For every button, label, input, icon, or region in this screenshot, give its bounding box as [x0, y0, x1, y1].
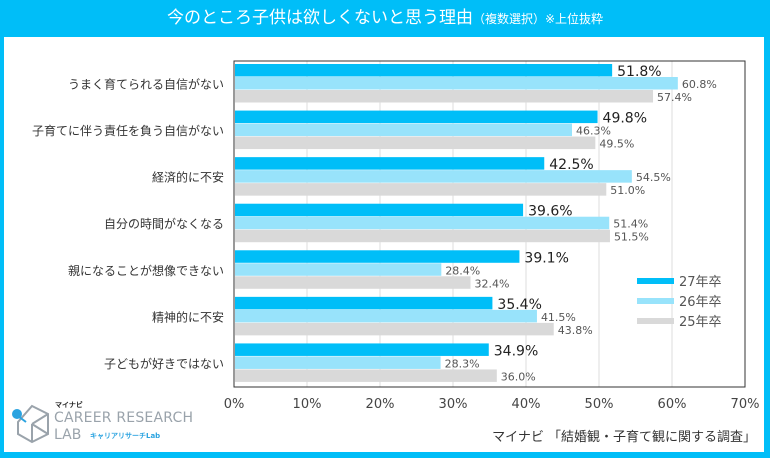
- logo-brand-main: CAREER RESEARCH: [54, 410, 194, 426]
- legend-label: 27年卒: [679, 275, 722, 290]
- category-label: うまく育てられる自信がない: [68, 77, 224, 92]
- x-tick-label: 50%: [585, 397, 614, 412]
- category-label: 子どもが好きではない: [104, 356, 224, 371]
- x-tick-labels: 0% 10% 20% 30% 40% 50% 60% 70%: [224, 397, 760, 412]
- category-label: 精神的に不安: [152, 309, 224, 324]
- value-labels: 51.8% 60.8%57.4% 49.8%46.3%49.5% 42.5% 54.5%…: [445, 64, 717, 383]
- bar-26年卒: [235, 356, 441, 369]
- x-tick-label: 60%: [658, 397, 687, 412]
- category-label: 親になることが想像できない: [68, 263, 224, 278]
- logo-brand-lab: LAB: [54, 427, 82, 443]
- x-tick-label: 70%: [731, 397, 760, 412]
- x-tick-label: 20%: [366, 397, 395, 412]
- value-label: 51.4%: [613, 218, 648, 231]
- legend-swatch: [637, 278, 674, 284]
- value-label: 43.8%: [558, 324, 593, 337]
- value-label: 46.3%: [576, 125, 611, 138]
- value-label: 34.9%: [494, 343, 538, 359]
- x-tick-label: 30%: [439, 397, 468, 412]
- bar-27年卒: [235, 157, 545, 170]
- bar-27年卒: [235, 250, 520, 263]
- bar-27年卒: [235, 203, 524, 217]
- bar-26年卒: [235, 77, 678, 90]
- bar-27年卒: [235, 110, 598, 124]
- bar-25年卒: [235, 136, 596, 150]
- legend-label: 25年卒: [679, 315, 722, 330]
- value-label: 49.5%: [599, 138, 634, 151]
- bar-25年卒: [235, 90, 654, 103]
- category-label: 子育てに伴う責任を負う自信がない: [32, 123, 224, 138]
- bar-26年卒: [235, 170, 632, 183]
- bar-25年卒: [235, 229, 610, 243]
- legend: 27年卒 26年卒 25年卒: [637, 275, 722, 330]
- title-subtitle: （複数選択）※上位抜粋: [472, 12, 604, 26]
- bar-25年卒: [235, 276, 471, 289]
- chart-panel: [4, 37, 764, 452]
- legend-swatch: [637, 318, 674, 324]
- bars: [235, 64, 678, 382]
- legend-swatch: [637, 298, 674, 304]
- x-tick-label: 0%: [224, 397, 245, 412]
- legend-label: 26年卒: [679, 295, 722, 310]
- value-label: 35.4%: [497, 297, 541, 313]
- value-label: 54.5%: [636, 171, 671, 184]
- bar-27年卒: [235, 296, 493, 310]
- bar-26年卒: [235, 309, 537, 323]
- value-label: 42.5%: [549, 157, 593, 173]
- bar-27年卒: [235, 64, 613, 77]
- value-label: 32.4%: [475, 277, 510, 290]
- plot-border: [233, 60, 746, 388]
- value-label: 39.6%: [528, 204, 572, 220]
- logo-brand-small: マイナビ: [55, 401, 83, 409]
- bar-25年卒: [235, 183, 607, 196]
- value-label: 51.8%: [617, 64, 661, 80]
- value-label: 60.8%: [682, 78, 717, 91]
- bar-26年卒: [235, 263, 442, 276]
- bar-27年卒: [235, 343, 489, 356]
- value-label: 39.1%: [524, 250, 568, 266]
- chart-title: 今のところ子供は欲しくないと思う理由（複数選択）※上位抜粋: [0, 0, 770, 37]
- value-label: 51.5%: [614, 231, 649, 244]
- x-tick-label: 10%: [293, 397, 322, 412]
- bar-25年卒: [235, 369, 497, 382]
- category-label: 経済的に不安: [152, 170, 224, 185]
- logo-brand-kana: キャリアリサーチLab: [90, 432, 161, 440]
- bar-25年卒: [235, 322, 554, 336]
- value-label: 28.4%: [445, 264, 480, 277]
- career-research-lab-logo: マイナビ CAREER RESEARCH LAB キャリアリサーチLab: [10, 398, 193, 448]
- value-label: 41.5%: [541, 311, 576, 324]
- source-note: マイナビ 「結婚観・子育て観に関する調査」: [492, 430, 756, 445]
- value-label: 51.0%: [610, 184, 645, 197]
- category-labels: うまく育てられる自信がない子育てに伴う責任を負う自信がない経済的に不安自分の時間…: [32, 77, 224, 371]
- value-label: 28.3%: [445, 357, 480, 370]
- value-label: 36.0%: [501, 370, 536, 383]
- bar-26年卒: [235, 123, 572, 137]
- category-label: 自分の時間がなくなる: [104, 216, 224, 231]
- title-main: 今のところ子供は欲しくないと思う理由: [166, 8, 473, 28]
- value-label: 57.4%: [657, 91, 692, 104]
- value-label: 49.8%: [603, 111, 647, 127]
- x-tick-label: 40%: [512, 397, 541, 412]
- bar-26年卒: [235, 216, 610, 230]
- logo-cube-icon: [12, 404, 49, 444]
